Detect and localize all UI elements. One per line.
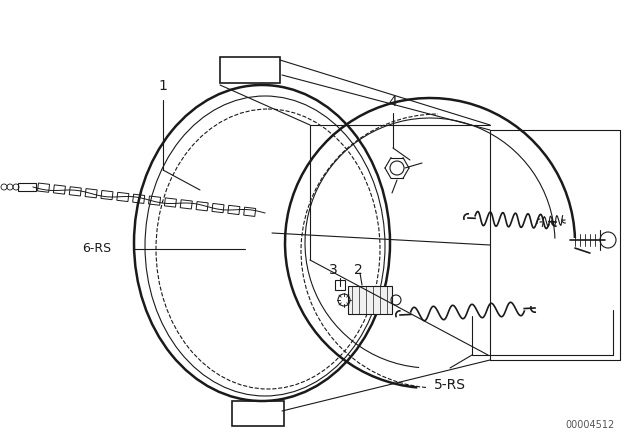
Text: 3: 3 [328, 263, 337, 277]
FancyBboxPatch shape [348, 286, 392, 314]
Text: 1: 1 [159, 79, 168, 93]
Text: 6-RS: 6-RS [82, 242, 111, 255]
Text: 2: 2 [354, 263, 362, 277]
FancyBboxPatch shape [335, 280, 345, 290]
Text: 5-RS: 5-RS [434, 378, 466, 392]
Text: 4: 4 [388, 95, 397, 109]
Text: 00004512: 00004512 [565, 420, 614, 430]
